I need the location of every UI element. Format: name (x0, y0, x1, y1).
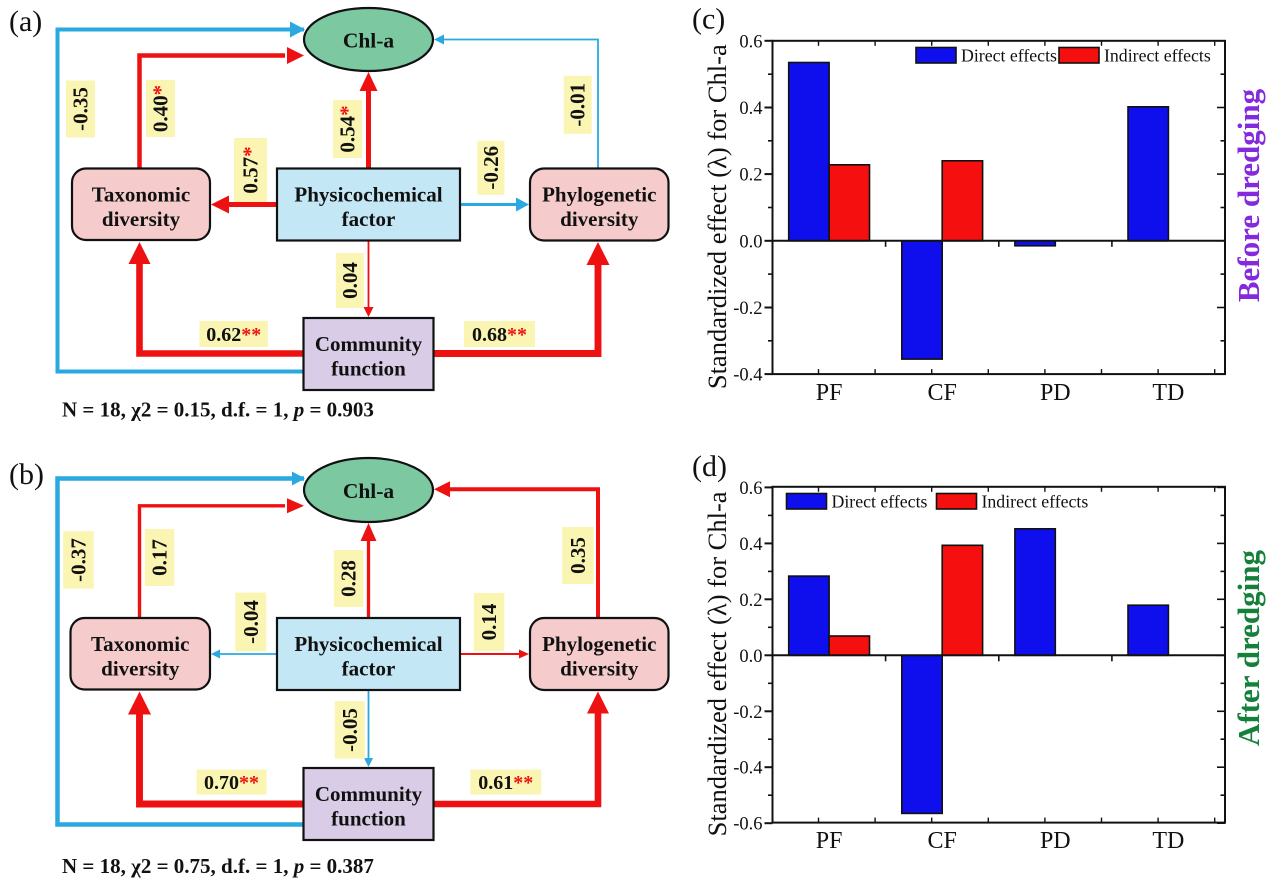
svg-text:0.70**: 0.70** (204, 772, 259, 794)
svg-text:N = 18, χ2 = 0.15, d.f. = 1, p: N = 18, χ2 = 0.15, d.f. = 1, p = 0.903 (62, 398, 374, 422)
svg-text:factor: factor (342, 207, 396, 231)
svg-text:0.62**: 0.62** (206, 324, 261, 346)
svg-text:Chl-a: Chl-a (343, 29, 395, 53)
svg-text:Taxonomic: Taxonomic (92, 182, 190, 206)
svg-text:Direct effects: Direct effects (832, 492, 928, 512)
svg-text:0.28: 0.28 (337, 560, 361, 597)
svg-text:PF: PF (816, 828, 843, 854)
svg-text:diversity: diversity (101, 656, 180, 680)
svg-text:N = 18, χ2 = 0.75, d.f. = 1, p: N = 18, χ2 = 0.75, d.f. = 1, p = 0.387 (62, 854, 374, 878)
svg-text:TD: TD (1152, 380, 1184, 406)
svg-text:Taxonomic: Taxonomic (91, 632, 189, 656)
svg-text:Chl-a: Chl-a (343, 479, 395, 503)
svg-text:Community: Community (315, 332, 423, 356)
svg-text:Physicochemical: Physicochemical (294, 183, 442, 207)
svg-text:-0.4: -0.4 (733, 759, 762, 779)
svg-text:0.2: 0.2 (739, 591, 762, 611)
svg-text:0.6: 0.6 (739, 32, 762, 52)
svg-text:CF: CF (928, 828, 957, 854)
svg-text:0.54*: 0.54* (336, 105, 360, 152)
svg-text:-0.2: -0.2 (733, 703, 762, 723)
svg-text:0.57*: 0.57* (239, 146, 263, 193)
svg-text:PD: PD (1040, 380, 1071, 406)
svg-text:Phylogenetic: Phylogenetic (542, 632, 656, 656)
svg-text:0.40*: 0.40* (149, 85, 173, 132)
svg-text:PF: PF (816, 380, 843, 406)
svg-text:function: function (331, 357, 406, 381)
svg-text:Before dredging: Before dredging (1231, 88, 1266, 302)
svg-text:CF: CF (928, 380, 957, 406)
svg-text:TD: TD (1152, 828, 1184, 854)
svg-text:-0.6: -0.6 (733, 815, 762, 835)
svg-text:0.14: 0.14 (477, 603, 501, 640)
svg-text:factor: factor (342, 657, 396, 681)
svg-text:Standardized effect (λ) for Ch: Standardized effect (λ) for Chl-a (702, 491, 732, 836)
svg-text:0.04: 0.04 (338, 262, 362, 299)
svg-text:0.4: 0.4 (739, 535, 762, 555)
svg-text:(d): (d) (692, 450, 727, 483)
svg-text:diversity: diversity (560, 657, 639, 681)
svg-text:function: function (331, 807, 406, 831)
svg-text:After dredging: After dredging (1231, 549, 1266, 746)
svg-text:-0.26: -0.26 (479, 146, 503, 190)
svg-text:-0.05: -0.05 (338, 708, 362, 752)
svg-text:Community: Community (315, 782, 423, 806)
svg-text:0.0: 0.0 (739, 232, 762, 252)
svg-text:-0.01: -0.01 (566, 83, 590, 127)
svg-text:0.17: 0.17 (148, 539, 172, 576)
svg-text:Indirect effects: Indirect effects (982, 492, 1089, 512)
svg-text:Standardized effect (λ) for Ch: Standardized effect (λ) for Chl-a (702, 44, 732, 389)
svg-text:Indirect effects: Indirect effects (1104, 46, 1211, 66)
svg-text:Phylogenetic: Phylogenetic (542, 183, 656, 207)
svg-text:0.61**: 0.61** (478, 772, 533, 794)
svg-text:Direct effects: Direct effects (961, 46, 1057, 66)
svg-text:PD: PD (1040, 828, 1071, 854)
svg-text:-0.4: -0.4 (733, 366, 762, 386)
svg-text:0.68**: 0.68** (472, 324, 527, 346)
svg-text:-0.04: -0.04 (239, 600, 263, 644)
svg-text:0.0: 0.0 (739, 647, 762, 667)
svg-text:Physicochemical: Physicochemical (294, 632, 442, 656)
svg-text:-0.2: -0.2 (733, 299, 762, 319)
svg-text:0.4: 0.4 (739, 99, 762, 119)
svg-text:diversity: diversity (102, 207, 181, 231)
svg-text:-0.35: -0.35 (69, 87, 93, 131)
svg-text:0.35: 0.35 (566, 537, 590, 574)
svg-text:(a): (a) (9, 5, 42, 38)
svg-text:0.6: 0.6 (739, 479, 762, 499)
svg-text:-0.37: -0.37 (67, 538, 91, 582)
svg-text:0.2: 0.2 (739, 166, 762, 186)
svg-text:(b): (b) (9, 458, 44, 491)
svg-text:diversity: diversity (560, 207, 639, 231)
svg-text:(c): (c) (692, 3, 725, 36)
